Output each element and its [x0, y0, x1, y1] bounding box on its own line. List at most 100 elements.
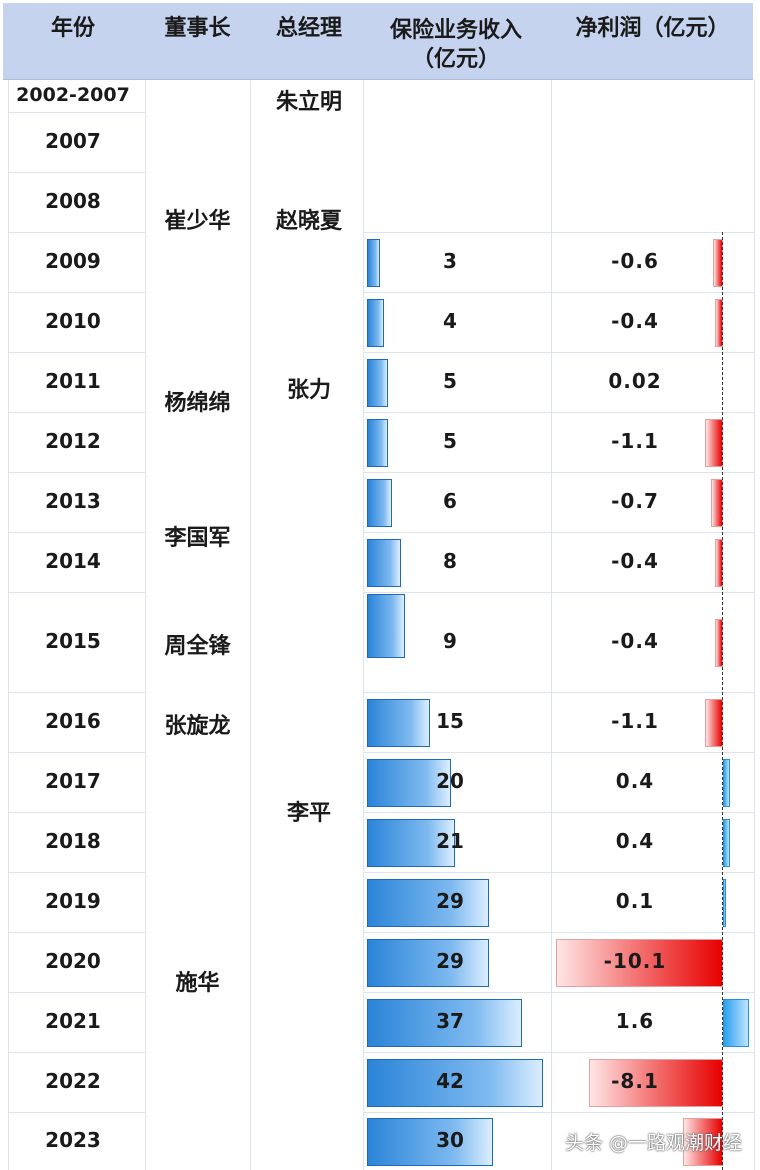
- year-label: 2002-2007: [16, 84, 130, 106]
- grid-line-horizontal: [8, 412, 145, 413]
- gm-zhang-li: 张力: [286, 378, 331, 403]
- year-label: 2014: [45, 549, 101, 573]
- grid-line-horizontal: [363, 752, 754, 753]
- header-row: [3, 3, 753, 80]
- revenue-bar: [367, 1118, 493, 1166]
- grid-line-horizontal: [8, 992, 145, 993]
- grid-line-horizontal: [363, 292, 754, 293]
- grid-line-horizontal: [363, 692, 754, 693]
- header-revenue-line1: 保险业务收入: [389, 18, 522, 43]
- grid-line-horizontal: [8, 872, 145, 873]
- grid-line-horizontal: [363, 812, 754, 813]
- revenue-value: 4: [443, 309, 457, 333]
- grid-line-horizontal: [363, 472, 754, 473]
- net-profit-bar-negative: [589, 1059, 723, 1107]
- revenue-value: 9: [443, 629, 457, 653]
- revenue-bar: [367, 759, 451, 807]
- net-profit-value: 0.4: [615, 829, 655, 853]
- header-general-manager: 总经理: [275, 16, 342, 41]
- revenue-bar: [367, 999, 523, 1047]
- net-profit-value: -0.4: [611, 549, 659, 573]
- grid-line-horizontal: [363, 592, 754, 593]
- net-profit-value: -10.1: [603, 949, 667, 973]
- header-revenue-line2: （亿元）: [411, 47, 500, 72]
- net-profit-value: 0.1: [615, 889, 655, 913]
- grid-line-horizontal: [8, 1112, 145, 1113]
- watermark: 头条 @一路观潮财经: [565, 1132, 743, 1154]
- net-profit-value: -0.4: [611, 309, 659, 333]
- net-profit-zero-axis: [722, 232, 723, 1170]
- revenue-bar: [367, 594, 405, 658]
- revenue-bar: [367, 419, 388, 467]
- revenue-bar: [367, 299, 384, 347]
- chairman-zhou-quanfeng: 周全锋: [164, 634, 231, 659]
- year-label: 2017: [45, 769, 101, 793]
- revenue-bar: [367, 879, 489, 927]
- revenue-value: 3: [443, 249, 457, 273]
- revenue-value: 37: [436, 1009, 464, 1033]
- year-label: 2007: [45, 129, 101, 153]
- net-profit-bar-positive: [723, 999, 750, 1047]
- net-profit-value: 0.4: [615, 769, 655, 793]
- net-profit-value: -8.1: [611, 1069, 659, 1093]
- grid-line-horizontal: [8, 292, 145, 293]
- year-label: 2010: [45, 309, 101, 333]
- grid-line-horizontal: [363, 412, 754, 413]
- year-label: 2015: [45, 629, 101, 653]
- revenue-bar: [367, 539, 401, 587]
- grid-line-vertical: [754, 80, 755, 1170]
- revenue-value: 29: [436, 889, 464, 913]
- year-label: 2009: [45, 249, 101, 273]
- chairman-yang-mianmian: 杨绵绵: [164, 391, 231, 416]
- grid-line-horizontal: [8, 812, 145, 813]
- net-profit-bar-positive: [723, 879, 726, 927]
- revenue-value: 30: [436, 1128, 464, 1152]
- grid-line-horizontal: [363, 1112, 754, 1113]
- chairman-zhang-xuanlong: 张旋龙: [164, 714, 231, 739]
- net-profit-bar-negative: [556, 939, 723, 987]
- grid-line-horizontal: [8, 592, 145, 593]
- header-year: 年份: [50, 16, 95, 41]
- revenue-value: 21: [436, 829, 464, 853]
- year-label: 2020: [45, 949, 101, 973]
- grid-line-horizontal: [363, 872, 754, 873]
- revenue-bar: [367, 479, 393, 527]
- grid-line-horizontal: [363, 992, 754, 993]
- revenue-bar: [367, 819, 456, 867]
- net-profit-bar-positive: [723, 759, 730, 807]
- year-label: 2013: [45, 489, 101, 513]
- year-label: 2023: [45, 1128, 101, 1152]
- chairman-shi-hua: 施华: [175, 971, 220, 996]
- grid-line-horizontal: [363, 1052, 754, 1053]
- grid-line-horizontal: [8, 1052, 145, 1053]
- revenue-bar: [367, 1059, 544, 1107]
- grid-line-vertical: [551, 80, 552, 1170]
- header-net-profit: 净利润（亿元）: [575, 16, 730, 41]
- net-profit-value: -1.1: [611, 709, 659, 733]
- year-label: 2022: [45, 1069, 101, 1093]
- grid-line-horizontal: [8, 532, 145, 533]
- gm-li-ping: 李平: [286, 801, 331, 826]
- revenue-value: 29: [436, 949, 464, 973]
- net-profit-bar-negative: [683, 1118, 723, 1166]
- net-profit-value: -0.4: [611, 629, 659, 653]
- grid-line-vertical: [145, 80, 146, 1170]
- revenue-value: 6: [443, 489, 457, 513]
- revenue-bar: [367, 359, 388, 407]
- header-revenue: 保险业务收入 （亿元）: [366, 16, 546, 74]
- revenue-value: 5: [443, 369, 457, 393]
- year-label: 2016: [45, 709, 101, 733]
- grid-line-horizontal: [8, 352, 145, 353]
- grid-line-vertical: [363, 80, 364, 1170]
- year-label: 2011: [45, 369, 101, 393]
- gm-zhao-xiaoxia: 赵晓夏: [275, 209, 342, 234]
- year-label: 2021: [45, 1009, 101, 1033]
- revenue-value: 8: [443, 549, 457, 573]
- year-label: 2018: [45, 829, 101, 853]
- year-label: 2019: [45, 889, 101, 913]
- revenue-value: 5: [443, 429, 457, 453]
- net-profit-value: -0.7: [611, 489, 659, 513]
- revenue-value: 20: [436, 769, 464, 793]
- grid-line-vertical: [8, 80, 9, 1170]
